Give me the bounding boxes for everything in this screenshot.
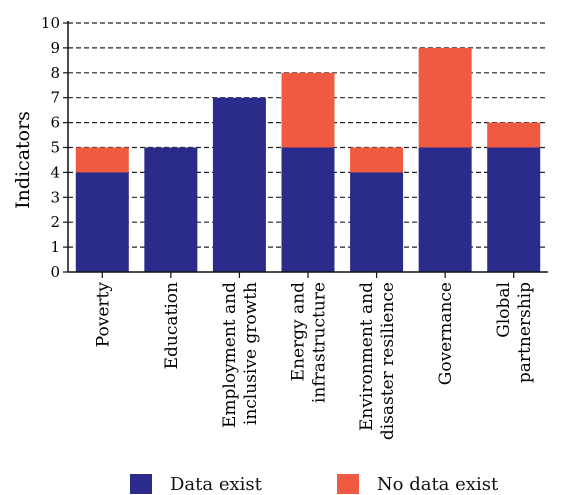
bar-data-exist-5 <box>418 147 472 272</box>
legend-swatch-data-exist <box>130 474 152 494</box>
bar-no-data-exist-3 <box>281 72 335 148</box>
bar-data-exist-0 <box>75 172 129 272</box>
bar-data-exist-4 <box>350 172 404 272</box>
y-tick-label-8: 8 <box>50 64 60 82</box>
x-tick-label-5: Governance <box>436 282 456 385</box>
bars <box>75 47 541 272</box>
x-tick-label-line: infrastructure <box>310 282 330 403</box>
y-tick-label-5: 5 <box>50 139 60 157</box>
x-tick-label-0: Poverty <box>93 282 113 348</box>
y-tick-label-2: 2 <box>50 213 60 231</box>
x-tick-label-4: Environment anddisaster resilience <box>357 282 398 440</box>
legend-item-no-data-exist: No data exist <box>336 473 499 495</box>
bar-data-exist-6 <box>487 147 541 272</box>
y-tick-label-10: 10 <box>41 14 60 32</box>
legend-label-data-exist: Data exist <box>170 473 262 495</box>
y-tick-label-6: 6 <box>50 114 60 132</box>
x-tick-label-1: Education <box>162 282 182 369</box>
bar-no-data-exist-6 <box>487 122 541 148</box>
x-tick-label-2: Employment andinclusive growth <box>220 282 261 428</box>
y-axis-label: Indicators <box>12 111 34 209</box>
legend: Data exist No data exist <box>130 473 567 495</box>
x-tick-label-line: inclusive growth <box>241 282 261 425</box>
x-tick-label-line: Global <box>494 282 514 338</box>
x-tick-label-6: Globalpartnership <box>494 282 535 383</box>
legend-item-data-exist: Data exist <box>130 474 262 495</box>
bar-no-data-exist-5 <box>418 47 472 148</box>
x-tick-label-line: disaster resilience <box>378 282 398 440</box>
y-tick-label-1: 1 <box>50 238 60 256</box>
y-tick-label-9: 9 <box>50 39 60 57</box>
x-tick-label-line: Employment and <box>220 282 240 428</box>
bar-data-exist-1 <box>144 147 198 272</box>
x-tick-label-3: Energy andinfrastructure <box>289 282 330 403</box>
x-tick-label-line: partnership <box>515 282 535 383</box>
legend-label-no-data-exist: No data exist <box>376 473 499 495</box>
x-tick-label-line: Poverty <box>93 282 113 348</box>
x-tick-label-line: Energy and <box>289 282 309 382</box>
y-tick-label-3: 3 <box>50 188 60 206</box>
y-tick-label-7: 7 <box>50 89 60 107</box>
x-tick-label-line: Governance <box>436 282 456 385</box>
bar-data-exist-3 <box>281 147 335 272</box>
x-tick-label-line: Education <box>162 282 182 369</box>
legend-swatch-no-data-exist <box>336 474 359 494</box>
bar-no-data-exist-4 <box>350 147 404 173</box>
bar-data-exist-2 <box>212 97 266 272</box>
y-tick-label-4: 4 <box>50 163 60 181</box>
y-axis-ticks: 0 1 2 3 4 5 6 7 8 9 10 <box>41 14 68 281</box>
y-tick-label-0: 0 <box>50 263 60 281</box>
x-tick-label-line: Environment and <box>357 282 377 431</box>
bar-no-data-exist-0 <box>75 147 129 173</box>
x-axis-tick-labels: Poverty Education Employment andinclusive … <box>93 272 535 440</box>
